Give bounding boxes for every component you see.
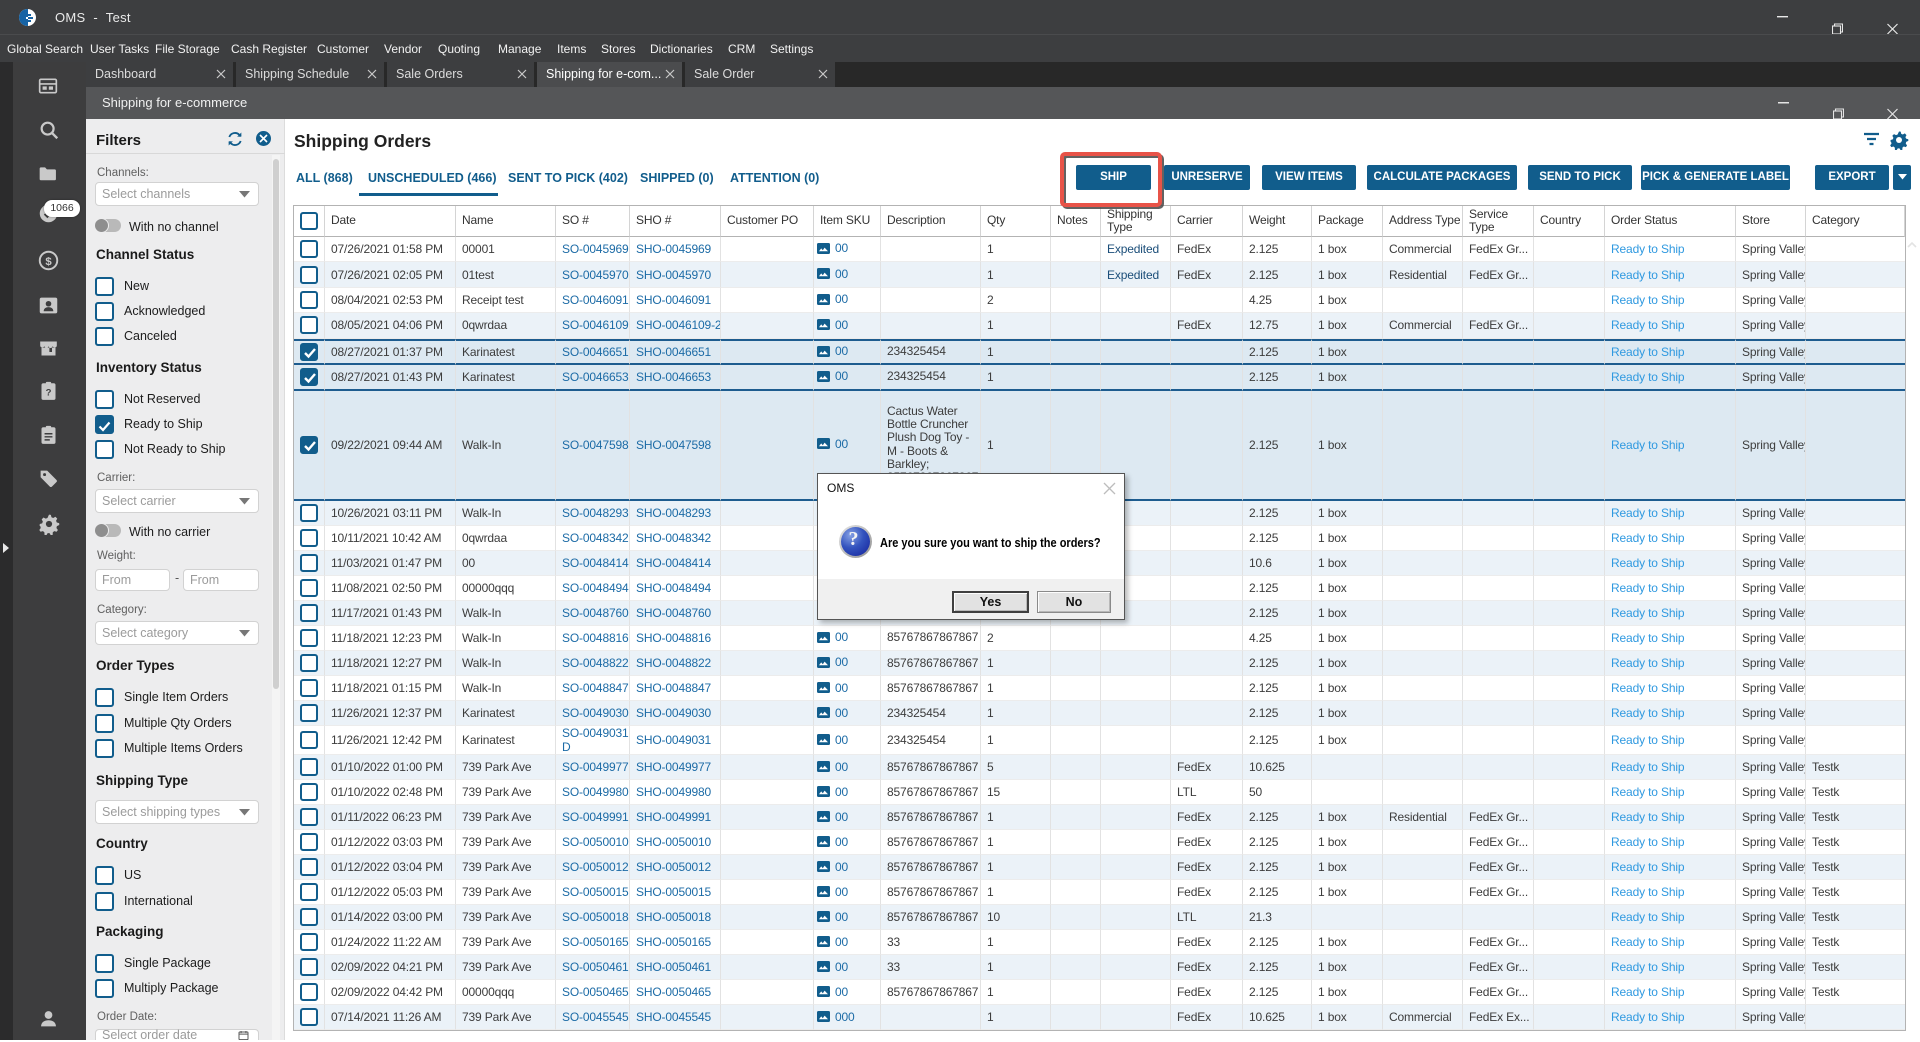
svg-text:$: $ [45,256,52,268]
svg-text:?: ? [46,387,52,398]
